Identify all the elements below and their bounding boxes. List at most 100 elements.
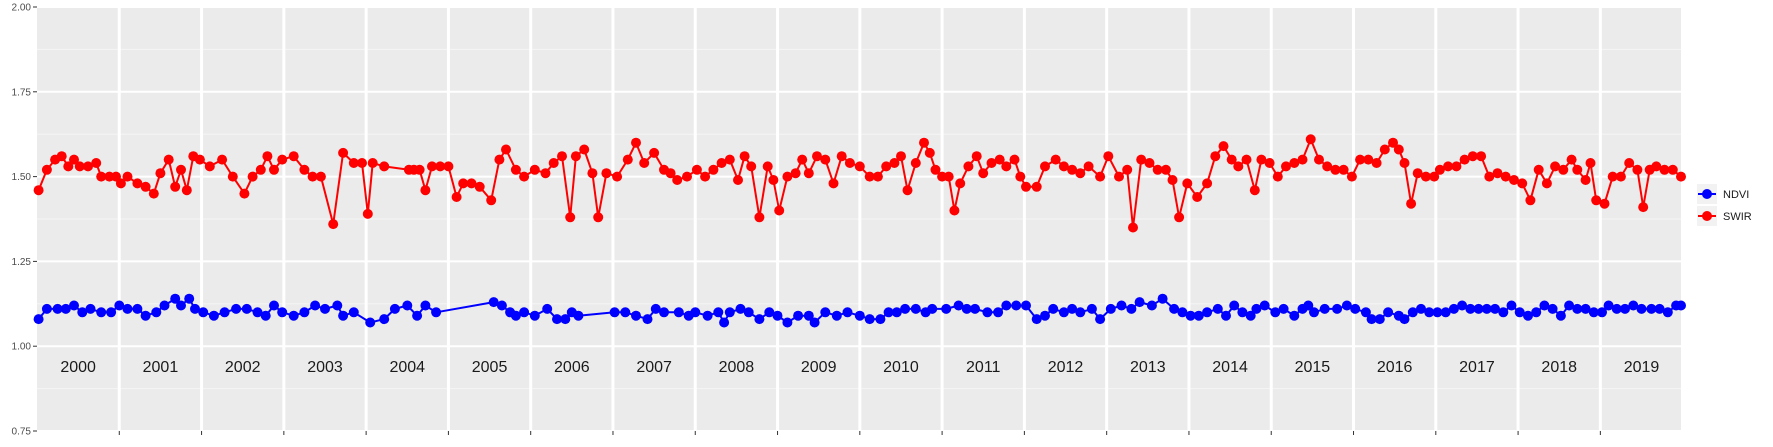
- swir-point: [362, 208, 373, 219]
- swir-point: [910, 158, 921, 168]
- swir-point: [565, 212, 576, 223]
- swir-point: [1346, 171, 1357, 182]
- swir-point: [782, 171, 793, 182]
- ndvi-point: [1021, 300, 1031, 311]
- ndvi-point: [1270, 307, 1281, 318]
- ndvi-point: [1221, 310, 1231, 321]
- swir-point: [91, 158, 102, 168]
- swir-point: [881, 161, 892, 172]
- swir-point: [176, 164, 186, 175]
- y-tick-label: 1.50: [12, 172, 32, 183]
- swir-point: [540, 168, 551, 179]
- y-tick-label: 1.25: [12, 257, 32, 268]
- ndvi-point: [1432, 307, 1443, 318]
- ndvi-point: [269, 300, 279, 311]
- ndvi-point: [114, 300, 125, 311]
- swir-point: [1517, 178, 1528, 189]
- ndvi-point: [831, 310, 842, 321]
- swir-point: [1202, 178, 1213, 189]
- ndvi-point: [1654, 303, 1665, 314]
- swir-point: [1406, 198, 1417, 209]
- swir-point: [746, 161, 757, 172]
- ndvi-point: [764, 307, 775, 318]
- swir-point: [1379, 144, 1390, 155]
- swir-point: [797, 154, 808, 165]
- swir-point: [864, 171, 875, 182]
- swir-point: [262, 151, 273, 162]
- ndvi-point: [1580, 303, 1591, 314]
- swir-point: [315, 171, 326, 182]
- ndvi-point: [1058, 307, 1069, 318]
- y-axis: 0.75 1.00 1.25 1.50 1.75 2.00: [12, 3, 37, 438]
- swir-point: [63, 161, 74, 172]
- swir-point: [812, 151, 822, 162]
- ndvi-point: [1636, 303, 1647, 314]
- ndvi-point: [176, 300, 186, 311]
- ndvi-point: [782, 317, 793, 328]
- ndvi-point: [1416, 303, 1426, 314]
- year-label: 2011: [966, 359, 1001, 376]
- ndvi-point: [132, 303, 143, 314]
- swir-point: [1659, 164, 1670, 175]
- ndvi-point: [1116, 300, 1127, 311]
- swir-point: [803, 168, 814, 179]
- ndvi-point: [1289, 310, 1300, 321]
- swir-point: [328, 219, 339, 230]
- swir-point: [1550, 161, 1561, 172]
- swir-point: [1305, 134, 1316, 145]
- swir-point: [427, 161, 437, 172]
- swir-point: [774, 205, 785, 216]
- swir-point: [828, 178, 839, 189]
- ndvi-point: [719, 317, 730, 328]
- swir-point: [451, 192, 462, 202]
- swir-point: [1591, 195, 1602, 206]
- ndvi-point: [1440, 307, 1451, 318]
- swir-point: [1314, 154, 1324, 165]
- swir-point: [170, 181, 181, 192]
- year-label: 2007: [636, 359, 672, 376]
- swir-point: [1607, 171, 1618, 182]
- ndvi-point: [875, 314, 886, 325]
- ndvi-point: [1350, 303, 1361, 314]
- ndvi-point: [389, 303, 400, 314]
- ndvi-point: [560, 314, 571, 325]
- ndvi-point: [820, 307, 831, 318]
- ndvi-point: [1646, 303, 1657, 314]
- ndvi-point: [184, 293, 195, 304]
- ndvi-point: [85, 303, 96, 314]
- ndvi-point: [993, 307, 1004, 318]
- ndvi-point: [1067, 303, 1078, 314]
- swir-point: [204, 161, 215, 172]
- swir-point: [1541, 178, 1552, 189]
- ndvi-point: [1490, 303, 1500, 314]
- ndvi-point: [953, 300, 964, 311]
- ndvi-point: [1399, 314, 1410, 325]
- ndvi-point: [1332, 303, 1343, 314]
- swir-point: [239, 188, 250, 199]
- ndvi-point: [1319, 303, 1330, 314]
- ndvi-point: [735, 303, 746, 314]
- ndvi-point: [631, 310, 641, 321]
- swir-point: [1533, 164, 1544, 175]
- swir-point: [1256, 154, 1267, 165]
- swir-point: [587, 168, 598, 179]
- swir-point: [691, 164, 702, 175]
- legend-key-point: [1702, 189, 1712, 199]
- ndvi-point: [724, 307, 735, 318]
- ndvi-point: [1259, 300, 1270, 311]
- ndvi-point: [1146, 300, 1157, 311]
- year-label: 2019: [1624, 359, 1660, 376]
- swir-point: [1585, 158, 1596, 168]
- ndvi-point: [1086, 303, 1097, 314]
- ndvi-point: [365, 317, 376, 328]
- swir-point: [1040, 161, 1050, 172]
- year-label: 2016: [1377, 359, 1413, 376]
- swir-point: [269, 164, 279, 175]
- ndvi-point: [1564, 300, 1575, 311]
- ndvi-point: [1620, 303, 1630, 314]
- swir-point: [1451, 161, 1462, 172]
- swir-point: [1050, 154, 1061, 165]
- swir-point: [1467, 151, 1478, 162]
- swir-point: [1615, 171, 1626, 182]
- swir-point: [1103, 151, 1114, 162]
